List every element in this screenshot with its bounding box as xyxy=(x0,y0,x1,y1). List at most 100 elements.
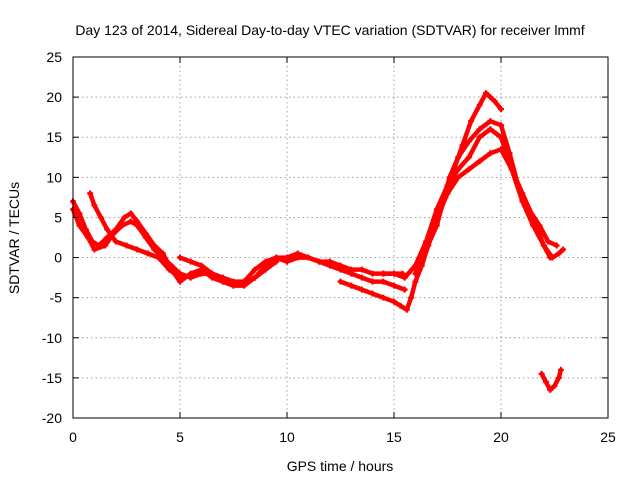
data-point xyxy=(515,182,522,189)
y-tick-label: 0 xyxy=(54,250,62,266)
data-point xyxy=(560,246,567,253)
data-point xyxy=(134,222,141,229)
x-tick-label: 0 xyxy=(69,429,77,445)
data-point xyxy=(142,234,149,241)
data-point xyxy=(465,166,472,173)
data-point xyxy=(262,266,269,273)
data-point xyxy=(547,386,554,393)
data-point xyxy=(476,126,483,133)
y-tick-label: 10 xyxy=(46,169,62,185)
data-point xyxy=(76,222,83,229)
data-point xyxy=(166,266,173,273)
x-tick-label: 5 xyxy=(176,429,184,445)
data-point xyxy=(476,134,483,141)
data-point xyxy=(151,246,158,253)
data-point xyxy=(127,210,134,217)
data-point xyxy=(123,242,130,249)
data-point xyxy=(403,306,410,313)
data-point xyxy=(498,122,504,129)
data-point xyxy=(198,262,205,269)
data-point xyxy=(465,138,472,145)
data-point xyxy=(294,250,301,257)
data-point xyxy=(380,270,387,277)
data-point xyxy=(412,278,419,285)
data-point xyxy=(198,270,205,277)
y-tick-label: -10 xyxy=(42,330,62,346)
y-tick-label: 15 xyxy=(46,129,62,145)
data-point xyxy=(487,150,494,157)
data-point xyxy=(97,214,104,221)
data-point xyxy=(455,166,462,173)
data-point xyxy=(540,242,547,249)
chart-title: Day 123 of 2014, Sidereal Day-to-day VTE… xyxy=(75,22,584,38)
data-point xyxy=(391,270,397,277)
data-point xyxy=(187,258,194,265)
data-series xyxy=(70,90,567,393)
data-point xyxy=(397,302,404,309)
series-line-4 xyxy=(177,255,279,284)
x-tick-label: 20 xyxy=(493,429,509,445)
data-point xyxy=(284,254,290,261)
data-point xyxy=(155,254,162,261)
y-tick-label: 25 xyxy=(46,49,62,65)
data-point xyxy=(369,290,376,297)
data-point xyxy=(555,250,562,257)
data-point xyxy=(337,266,344,273)
data-point xyxy=(408,294,415,301)
data-point xyxy=(230,278,237,285)
data-point xyxy=(177,274,183,281)
data-point xyxy=(112,238,119,245)
data-point xyxy=(177,254,183,261)
data-point xyxy=(545,238,552,245)
y-tick-label: -20 xyxy=(42,410,62,426)
data-point xyxy=(423,246,430,253)
grid xyxy=(73,57,608,418)
data-point xyxy=(348,282,355,289)
plot-frame xyxy=(72,56,609,419)
data-point xyxy=(241,278,248,285)
data-point xyxy=(380,278,387,285)
data-point xyxy=(553,242,560,249)
data-point xyxy=(433,222,440,229)
data-point xyxy=(127,218,134,225)
axes: 0 5 10 15 20 25 -20 -15 -10 -5 0 5 10 15 20 25 xyxy=(42,49,616,445)
data-point xyxy=(316,258,323,265)
data-point xyxy=(102,242,109,249)
data-point xyxy=(549,254,556,261)
x-tick-label: 15 xyxy=(386,429,402,445)
data-point xyxy=(91,202,98,209)
data-point xyxy=(358,266,365,273)
data-point xyxy=(483,90,490,97)
data-point xyxy=(119,222,126,229)
data-point xyxy=(358,286,365,293)
data-point xyxy=(455,154,462,161)
data-point xyxy=(525,206,532,213)
data-point xyxy=(555,374,562,381)
data-point xyxy=(305,254,312,261)
data-point xyxy=(455,174,462,181)
data-point xyxy=(487,94,494,101)
data-point xyxy=(391,298,397,305)
x-axis-label: GPS time / hours xyxy=(287,458,394,474)
data-point xyxy=(219,274,226,281)
data-point xyxy=(440,198,447,205)
data-point xyxy=(401,286,408,293)
data-point xyxy=(251,274,258,281)
data-point xyxy=(542,378,549,385)
y-tick-label: 5 xyxy=(54,209,62,225)
data-point xyxy=(412,270,419,277)
data-point xyxy=(391,282,397,289)
data-point xyxy=(476,102,483,109)
data-point xyxy=(538,370,545,377)
data-point xyxy=(273,258,280,265)
data-point xyxy=(468,118,475,125)
data-point xyxy=(358,274,365,281)
data-point xyxy=(84,234,91,241)
data-point xyxy=(134,246,141,253)
data-point xyxy=(506,150,513,157)
data-point xyxy=(369,270,376,277)
data-point xyxy=(380,294,387,301)
y-axis-label: SDTVAR / TECUs xyxy=(6,182,22,294)
data-point xyxy=(369,278,376,285)
data-point xyxy=(491,98,498,105)
